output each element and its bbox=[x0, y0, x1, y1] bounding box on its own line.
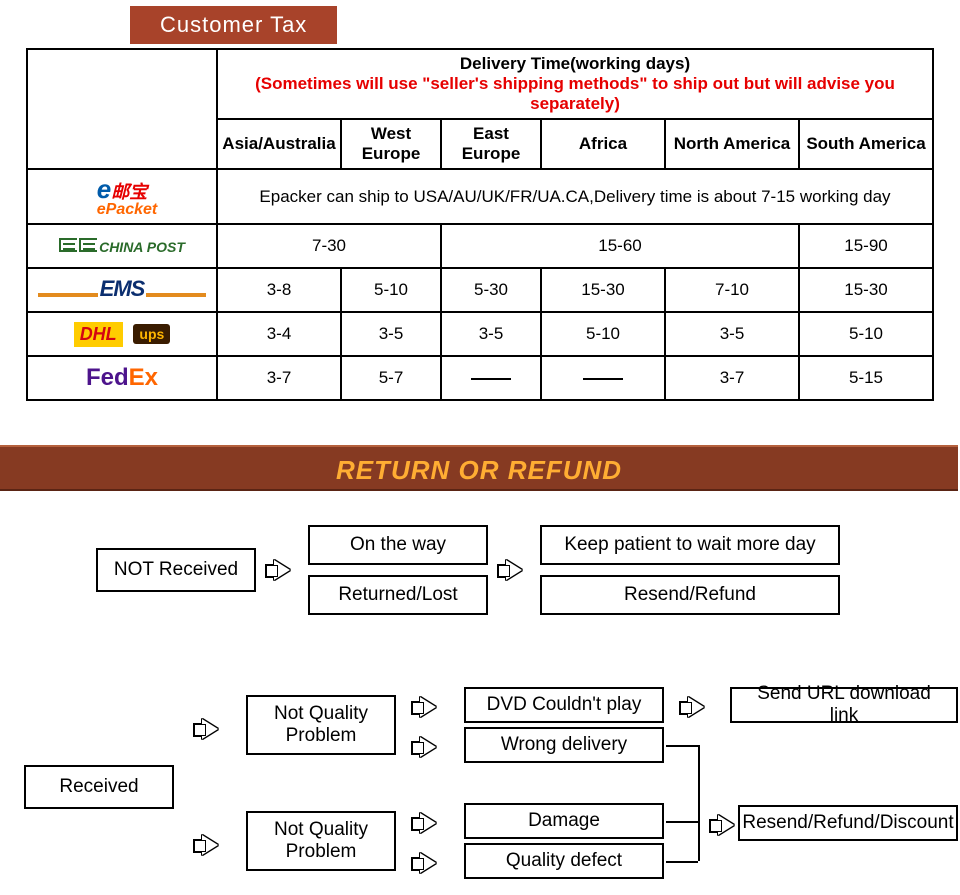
fedex-2 bbox=[441, 356, 541, 400]
node-returned-lost: Returned/Lost bbox=[308, 575, 488, 615]
region-eeu: East Europe bbox=[441, 119, 541, 169]
dhl-3: 5-10 bbox=[541, 312, 665, 356]
customer-tax-badge: Customer Tax bbox=[130, 6, 337, 44]
dhl-2: 3-5 bbox=[441, 312, 541, 356]
region-sa: South America bbox=[799, 119, 933, 169]
ems-4: 7-10 bbox=[665, 268, 799, 312]
chinapost-a: 7-30 bbox=[217, 224, 441, 268]
delivery-subheader: (Sometimes will use "seller's shipping m… bbox=[220, 74, 930, 114]
region-africa: Africa bbox=[541, 119, 665, 169]
fedex-0: 3-7 bbox=[217, 356, 341, 400]
flow-received: Received Not Quality Problem Not Quality… bbox=[12, 675, 960, 895]
chinapost-c: 15-90 bbox=[799, 224, 933, 268]
region-asia: Asia/Australia bbox=[217, 119, 341, 169]
node-quality-defect: Quality defect bbox=[464, 843, 664, 879]
return-refund-banner: RETURN OR REFUND bbox=[0, 445, 958, 491]
arrow-icon bbox=[202, 835, 218, 855]
arrow-icon bbox=[420, 813, 436, 833]
epacket-note: Epacker can ship to USA/AU/UK/FR/UA.CA,D… bbox=[217, 169, 933, 224]
node-resend-refund: Resend/Refund bbox=[540, 575, 840, 615]
arrow-icon bbox=[420, 737, 436, 757]
node-resend-refund-discount: Resend/Refund/Discount bbox=[738, 805, 958, 841]
dhl-4: 3-5 bbox=[665, 312, 799, 356]
dhl-5: 5-10 bbox=[799, 312, 933, 356]
node-on-the-way: On the way bbox=[308, 525, 488, 565]
dhl-0: 3-4 bbox=[217, 312, 341, 356]
node-damage: Damage bbox=[464, 803, 664, 839]
carrier-dhl-ups: DHL ups bbox=[27, 312, 217, 356]
arrow-icon bbox=[420, 697, 436, 717]
chinapost-b: 15-60 bbox=[441, 224, 799, 268]
node-dvd: DVD Couldn't play bbox=[464, 687, 664, 723]
fedex-1: 5-7 bbox=[341, 356, 441, 400]
carrier-fedex: FedEx bbox=[27, 356, 217, 400]
arrow-icon bbox=[506, 560, 522, 580]
carrier-epacket: e邮宝 ePacket bbox=[27, 169, 217, 224]
ems-0: 3-8 bbox=[217, 268, 341, 312]
flow-not-received: NOT Received On the way Returned/Lost Ke… bbox=[96, 525, 960, 615]
delivery-header: Delivery Time(working days) bbox=[220, 54, 930, 74]
arrow-icon bbox=[202, 719, 218, 739]
fedex-4: 3-7 bbox=[665, 356, 799, 400]
fedex-5: 5-15 bbox=[799, 356, 933, 400]
carrier-chinapost: CHINA POST bbox=[27, 224, 217, 268]
region-na: North America bbox=[665, 119, 799, 169]
arrow-icon bbox=[420, 853, 436, 873]
node-wrong-delivery: Wrong delivery bbox=[464, 727, 664, 763]
carrier-ems: EMS bbox=[27, 268, 217, 312]
arrow-icon bbox=[688, 697, 704, 717]
ems-5: 15-30 bbox=[799, 268, 933, 312]
shipping-table: Delivery Time(working days) (Sometimes w… bbox=[26, 48, 934, 401]
region-weu: West Europe bbox=[341, 119, 441, 169]
fedex-3 bbox=[541, 356, 665, 400]
ems-2: 5-30 bbox=[441, 268, 541, 312]
arrow-icon bbox=[718, 815, 734, 835]
ems-1: 5-10 bbox=[341, 268, 441, 312]
node-not-quality-2: Not Quality Problem bbox=[246, 811, 396, 871]
node-not-received: NOT Received bbox=[96, 548, 256, 592]
ems-3: 15-30 bbox=[541, 268, 665, 312]
node-received: Received bbox=[24, 765, 174, 809]
node-send-url: Send URL download link bbox=[730, 687, 958, 723]
dhl-1: 3-5 bbox=[341, 312, 441, 356]
node-keep-patient: Keep patient to wait more day bbox=[540, 525, 840, 565]
node-not-quality-1: Not Quality Problem bbox=[246, 695, 396, 755]
arrow-icon bbox=[274, 560, 290, 580]
